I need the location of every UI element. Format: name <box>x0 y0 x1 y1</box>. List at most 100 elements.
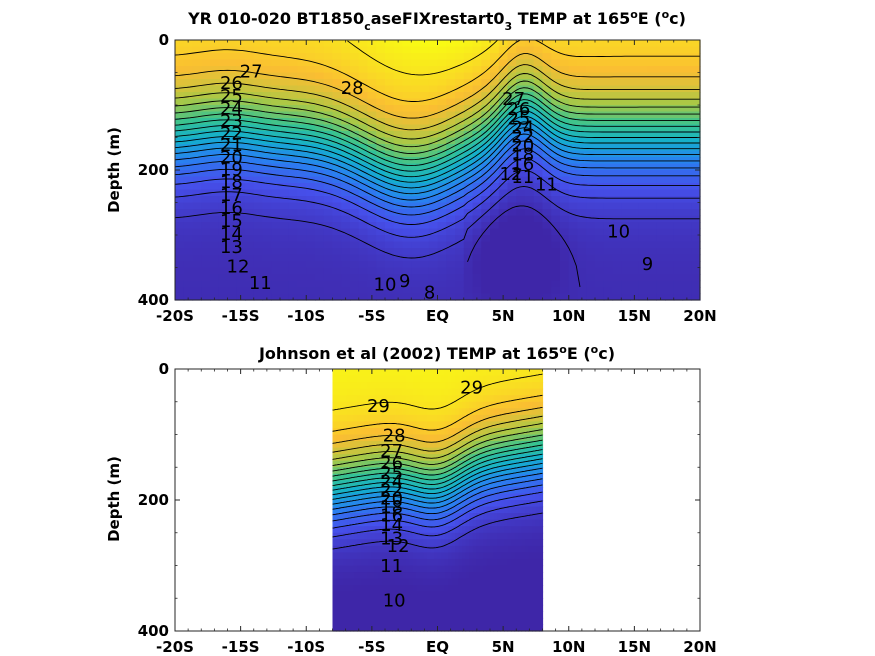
field-cell <box>665 150 675 158</box>
field-cell <box>446 261 456 269</box>
field-cell <box>402 591 407 599</box>
field-cell <box>430 421 435 429</box>
field-cell <box>280 189 290 197</box>
field-cell <box>346 552 351 560</box>
field-cell <box>371 493 376 501</box>
field-cell <box>423 408 428 416</box>
field-cell <box>490 447 495 455</box>
field-cell <box>385 598 390 606</box>
field-cell <box>420 519 425 527</box>
field-cell <box>416 427 421 436</box>
field-cell <box>183 66 194 74</box>
field-cell <box>381 558 386 567</box>
field-cell <box>479 493 484 501</box>
field-cell <box>497 375 502 383</box>
field-cell <box>413 434 418 442</box>
field-cell <box>437 40 447 48</box>
field-cell <box>271 131 281 139</box>
field-cell <box>420 500 425 508</box>
field-cell <box>420 131 430 139</box>
field-cell <box>437 59 447 67</box>
field-cell <box>323 254 334 262</box>
field-cell <box>586 85 596 93</box>
field-cell <box>525 267 535 275</box>
field-cell <box>500 578 505 586</box>
field-cell <box>528 552 533 560</box>
field-cell <box>451 408 456 416</box>
field-cell <box>374 545 379 553</box>
field-cell <box>388 460 393 468</box>
field-cell <box>577 280 587 288</box>
field-cell <box>393 254 404 262</box>
field-cell <box>673 59 684 67</box>
field-cell <box>413 454 418 462</box>
field-cell <box>455 611 460 619</box>
field-cell <box>395 591 400 599</box>
field-cell <box>192 189 202 197</box>
field-cell <box>227 105 237 113</box>
field-cell <box>315 254 325 262</box>
field-cell <box>343 526 348 534</box>
field-cell <box>486 460 491 468</box>
field-cell <box>511 369 516 377</box>
field-cell <box>448 369 453 377</box>
field-cell <box>192 183 202 191</box>
field-cell <box>367 447 372 455</box>
field-cell <box>183 79 194 87</box>
field-cell <box>551 280 561 288</box>
field-cell <box>516 222 526 230</box>
field-cell <box>603 209 614 217</box>
field-cell <box>253 79 264 87</box>
field-cell <box>262 267 272 275</box>
field-cell <box>535 388 540 396</box>
field-cell <box>416 460 421 468</box>
field-cell <box>647 228 657 236</box>
field-cell <box>595 72 605 80</box>
field-cell <box>535 467 540 475</box>
field-cell <box>175 150 185 158</box>
field-cell <box>385 215 395 223</box>
field-cell <box>463 293 474 301</box>
field-cell <box>525 287 535 295</box>
field-cell <box>376 274 386 282</box>
field-cell <box>323 157 334 165</box>
field-cell <box>360 460 365 468</box>
field-cell <box>463 196 474 204</box>
field-cell <box>323 215 334 223</box>
field-cell <box>560 98 570 106</box>
field-cell <box>346 513 351 521</box>
field-cell <box>353 578 358 586</box>
field-cell <box>297 176 307 184</box>
field-cell <box>192 215 202 223</box>
field-cell <box>448 598 453 606</box>
field-cell <box>441 414 446 422</box>
field-cell <box>323 137 334 145</box>
field-cell <box>532 552 537 560</box>
field-cell <box>183 118 194 126</box>
field-cell <box>385 261 395 269</box>
field-cell <box>323 267 334 275</box>
field-cell <box>595 293 605 301</box>
field-cell <box>472 105 482 113</box>
field-cell <box>542 170 552 178</box>
field-cell <box>406 441 411 449</box>
field-cell <box>346 434 351 442</box>
field-cell <box>381 427 386 436</box>
field-cell <box>343 421 348 429</box>
field-cell <box>346 375 351 383</box>
field-cell <box>490 480 495 488</box>
field-cell <box>411 293 421 301</box>
field-cell <box>374 519 379 527</box>
field-cell <box>621 59 631 67</box>
field-cell <box>210 280 220 288</box>
field-cell <box>341 72 351 80</box>
field-cell <box>437 254 447 262</box>
field-cell <box>525 578 530 586</box>
field-cell <box>227 72 237 80</box>
field-cell <box>409 388 414 396</box>
field-cell <box>638 196 649 204</box>
field-cell <box>621 202 631 210</box>
field-cell <box>343 486 348 495</box>
contour-line-15 <box>332 472 543 510</box>
field-cell <box>469 624 474 632</box>
